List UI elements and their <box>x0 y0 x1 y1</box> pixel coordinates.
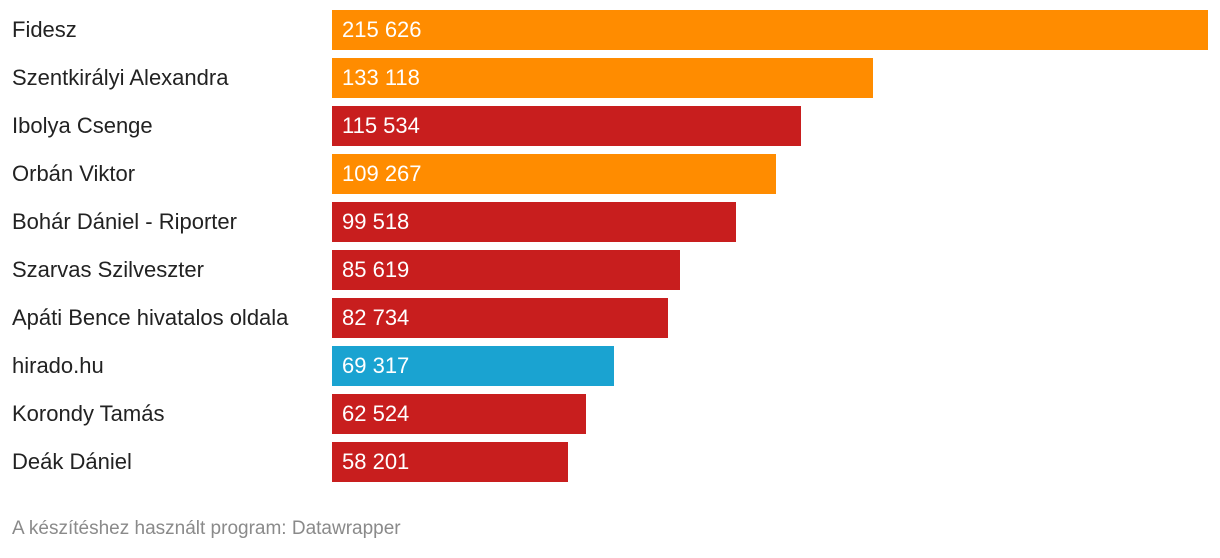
bar-row: Apáti Bence hivatalos oldala 82 734 <box>0 298 1220 338</box>
bar-value-label: 109 267 <box>342 161 422 186</box>
bar-row: Szarvas Szilveszter 85 619 <box>0 250 1220 290</box>
bar: 215 626 <box>332 10 1208 50</box>
bar-row: Bohár Dániel - Riporter 99 518 <box>0 202 1220 242</box>
bar-value-label: 85 619 <box>342 257 410 282</box>
bar-value-label: 82 734 <box>342 305 410 330</box>
category-label: Korondy Tamás <box>12 401 165 426</box>
bar: 85 619 <box>332 250 680 290</box>
bar: 62 524 <box>332 394 586 434</box>
bar-value-label: 115 534 <box>342 113 420 138</box>
bar: 109 267 <box>332 154 776 194</box>
category-label: Deák Dániel <box>12 449 132 474</box>
bar-row: Fidesz 215 626 <box>0 10 1220 50</box>
bar-value-label: 58 201 <box>342 449 410 474</box>
category-label: hirado.hu <box>12 353 104 378</box>
bar: 133 118 <box>332 58 873 98</box>
bar-value-label: 62 524 <box>342 401 410 426</box>
category-label: Fidesz <box>12 17 77 42</box>
bar-row: Szentkirályi Alexandra 133 118 <box>0 58 1220 98</box>
category-label: Apáti Bence hivatalos oldala <box>12 305 289 330</box>
bar-value-label: 133 118 <box>342 65 420 90</box>
category-label: Szentkirályi Alexandra <box>12 65 229 90</box>
category-label: Szarvas Szilveszter <box>12 257 204 282</box>
bar-row: Korondy Tamás 62 524 <box>0 394 1220 434</box>
bar-row: Ibolya Csenge 115 534 <box>0 106 1220 146</box>
bar-value-label: 215 626 <box>342 17 422 42</box>
category-label: Ibolya Csenge <box>12 113 153 138</box>
bar-row: hirado.hu 69 317 <box>0 346 1220 386</box>
bar-row: Deák Dániel 58 201 <box>0 442 1220 482</box>
category-label: Bohár Dániel - Riporter <box>12 209 237 234</box>
category-label: Orbán Viktor <box>12 161 136 186</box>
bar: 82 734 <box>332 298 668 338</box>
bar-value-label: 99 518 <box>342 209 410 234</box>
bar-row: Orbán Viktor 109 267 <box>0 154 1220 194</box>
chart-credit: A készítéshez használt program: Datawrap… <box>12 518 401 539</box>
bar: 58 201 <box>332 442 568 482</box>
bar-chart: Fidesz 215 626 Szentkirályi Alexandra 133 1… <box>0 10 1220 482</box>
bar: 69 317 <box>332 346 614 386</box>
bar: 99 518 <box>332 202 736 242</box>
bar-value-label: 69 317 <box>342 353 410 378</box>
bar: 115 534 <box>332 106 801 146</box>
